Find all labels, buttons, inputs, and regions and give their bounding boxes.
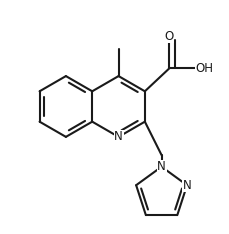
Text: N: N	[114, 130, 122, 143]
Text: O: O	[164, 30, 173, 43]
Text: N: N	[157, 160, 165, 173]
Text: N: N	[182, 179, 191, 192]
Text: OH: OH	[195, 62, 213, 75]
